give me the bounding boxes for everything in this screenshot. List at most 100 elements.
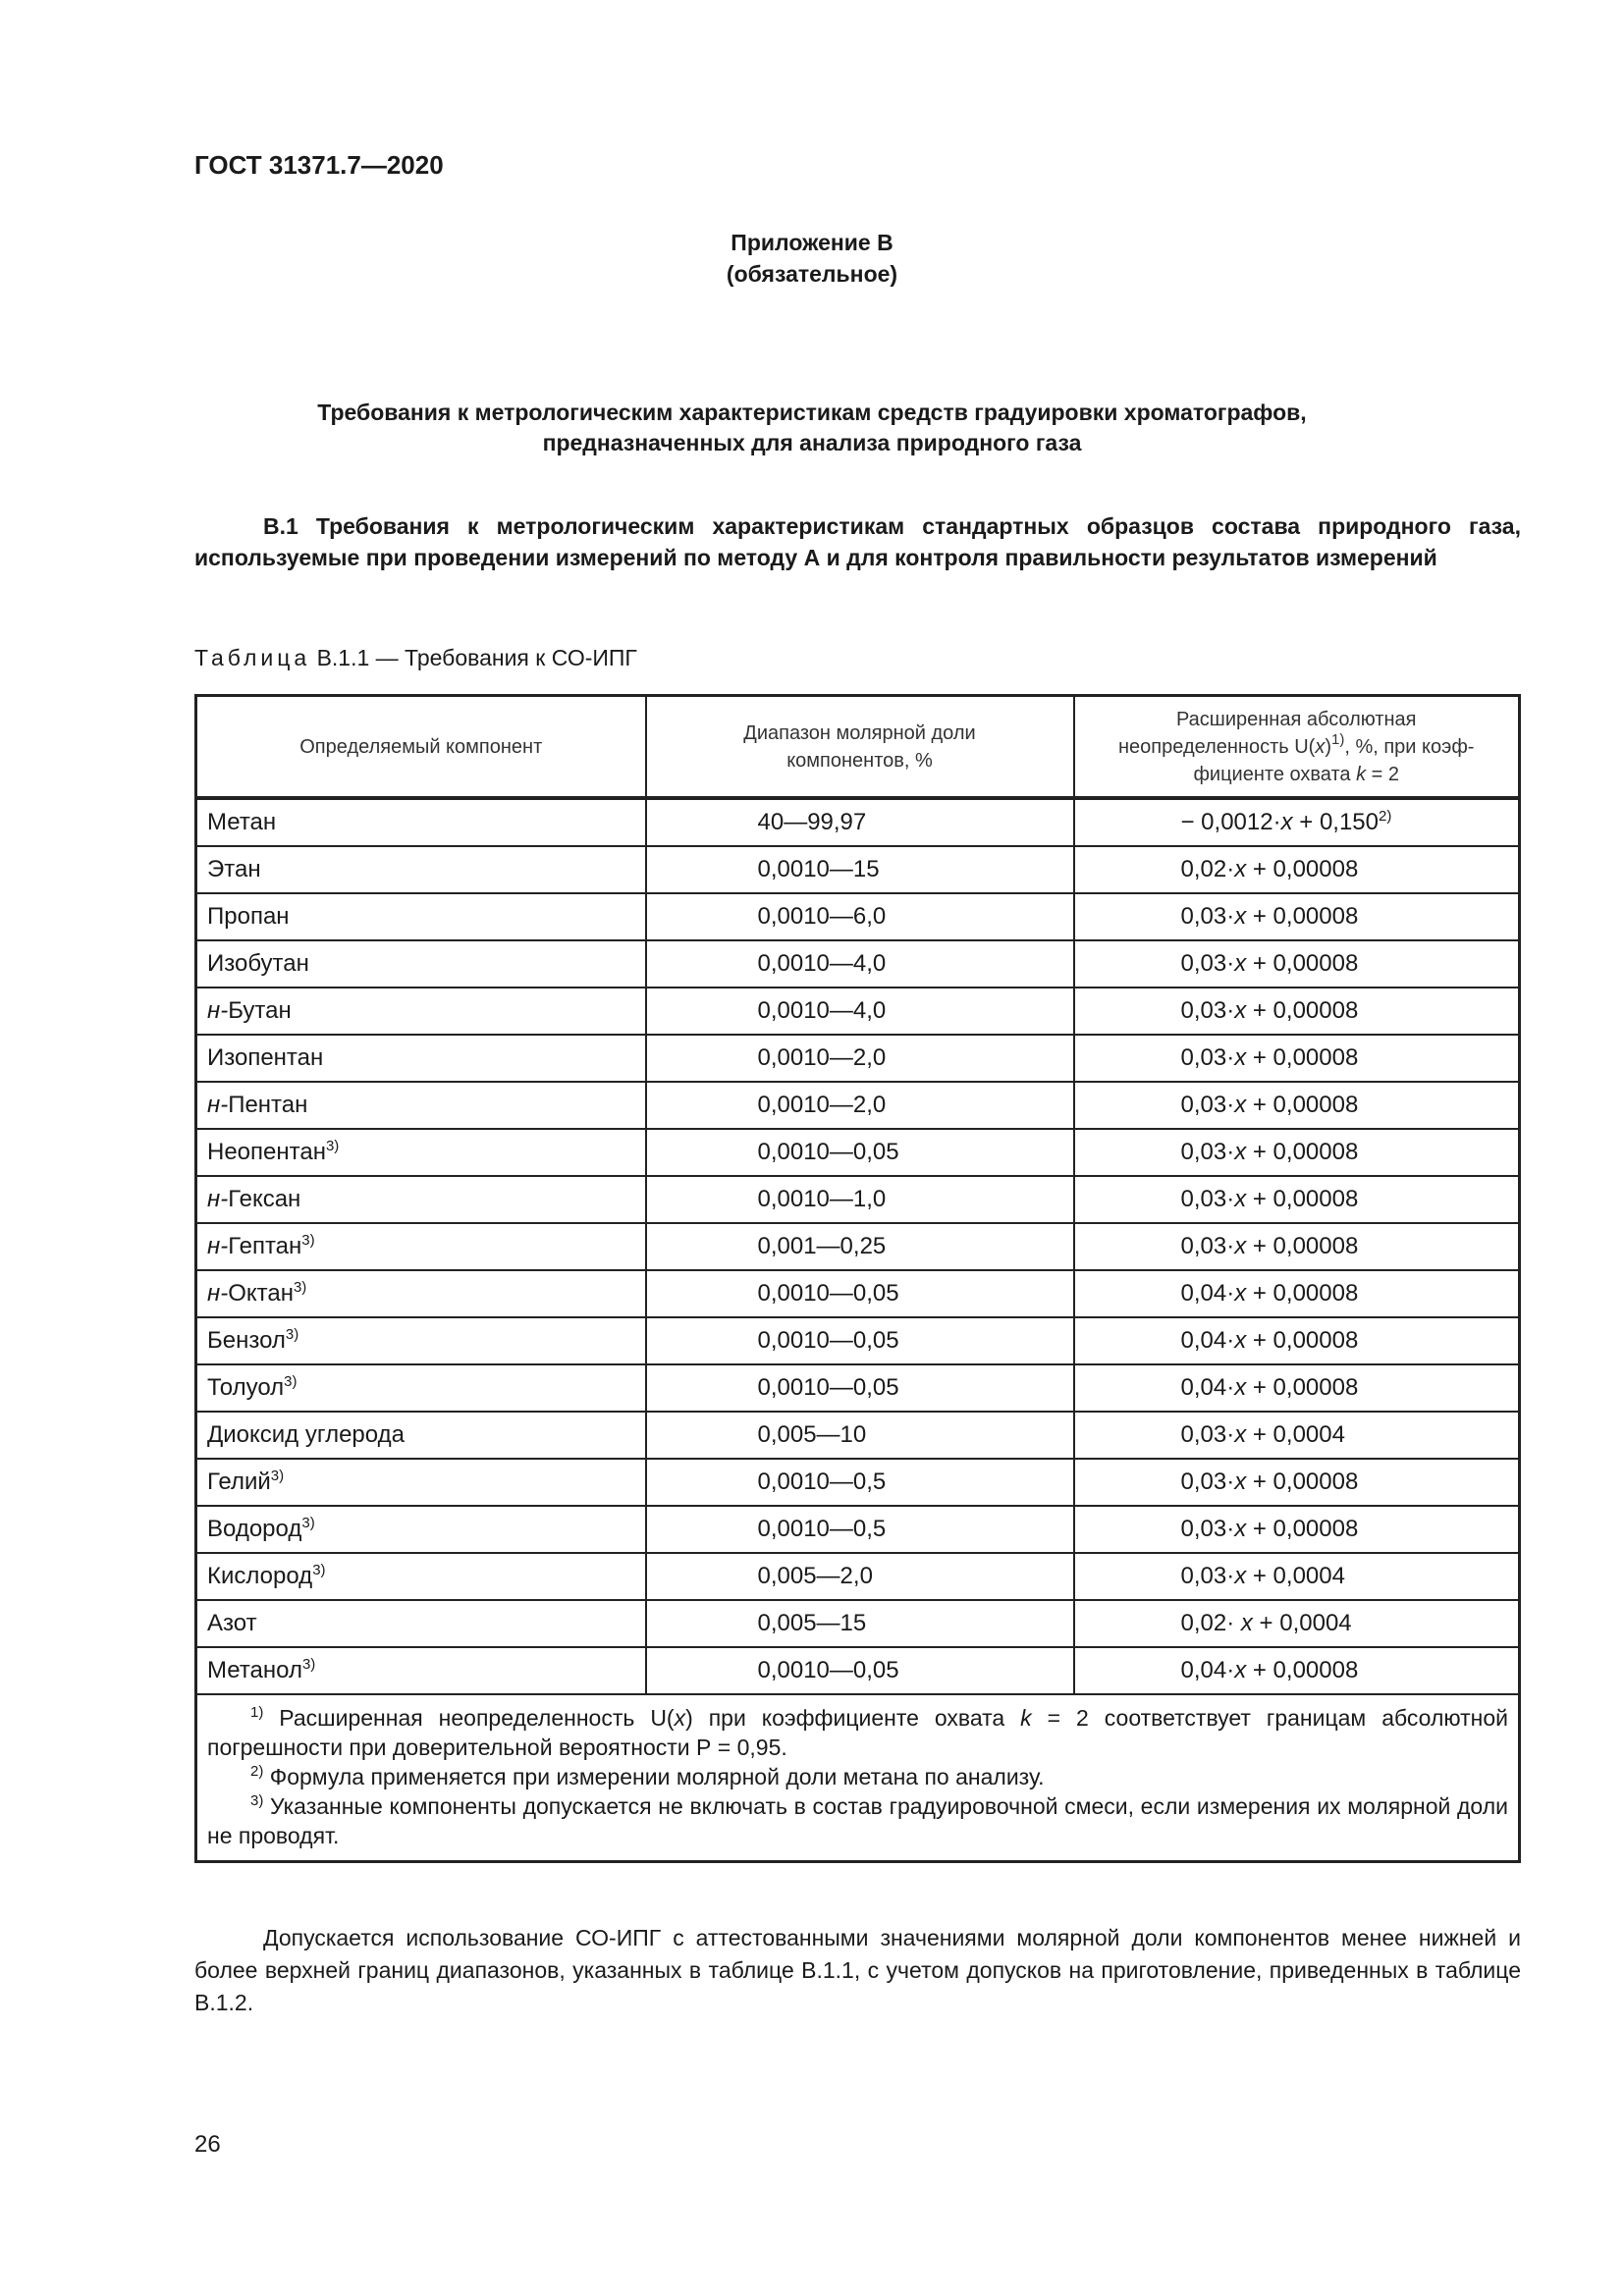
note-text: = 2 соответствует границам абсолютной по… [207, 1705, 1508, 1760]
component-cell: Бензол3) [194, 1316, 647, 1365]
component-name: Водород [207, 1516, 302, 1542]
range-cell: 0,0010—0,5 [644, 1458, 1075, 1507]
uncertainty-cell: 0,03·x + 0,00008 [1072, 1458, 1521, 1507]
component-prefix: н- [207, 1092, 229, 1118]
formula-var: x [1234, 1657, 1247, 1683]
component-prefix: н- [207, 997, 229, 1024]
component-cell: н-Пентан [194, 1081, 647, 1130]
formula-var: x [1234, 1280, 1247, 1307]
formula-coef: 0,03· [1180, 1516, 1235, 1542]
footnote-ref: 1) [1331, 730, 1345, 748]
table-notes: 1) Расширенная неопределенность U(x) при… [194, 1693, 1521, 1863]
table-header-row: Определяемый компонент Диапазон молярной… [194, 694, 1521, 799]
table-caption: Таблица В.1.1 — Требования к СО-ИПГ [194, 645, 637, 671]
formula-var: x [1234, 1563, 1247, 1589]
range-cell: 0,005—2,0 [644, 1552, 1075, 1601]
component-name: Бутан [228, 997, 292, 1024]
component-name: Кислород [207, 1563, 313, 1589]
formula-coef: − 0,0012· [1180, 809, 1281, 835]
formula-var: x [1234, 1139, 1247, 1165]
component-name: Гептан [228, 1233, 302, 1259]
header-range: Диапазон молярной доли компонентов, % [644, 694, 1075, 799]
range-cell: 0,0010—0,05 [644, 1269, 1075, 1318]
component-cell: н-Гексан [194, 1175, 647, 1224]
table-row: Кислород3) 0,005—2,0 0,03·x + 0,0004 [194, 1552, 1521, 1601]
uncertainty-cell: 0,03·x + 0,00008 [1072, 1505, 1521, 1554]
component-name: Пентан [228, 1092, 308, 1118]
formula-rest: + 0,00008 [1246, 1044, 1359, 1071]
uncertainty-cell: − 0,0012·x + 0,1502) [1072, 797, 1521, 847]
formula-var: x [1234, 1092, 1247, 1118]
formula-var: x [1234, 1468, 1247, 1495]
uncertainty-cell: 0,03·x + 0,00008 [1072, 1175, 1521, 1224]
component-cell: Кислород3) [194, 1552, 647, 1601]
formula-rest: + 0,00008 [1246, 1468, 1359, 1495]
range-cell: 0,0010—0,05 [644, 1128, 1075, 1177]
formula-rest: + 0,0004 [1252, 1610, 1352, 1636]
component-cell: н-Гептан3) [194, 1222, 647, 1271]
range-cell: 0,0010—15 [644, 845, 1075, 894]
table-row: Изобутан 0,0010—4,0 0,03·x + 0,00008 [194, 939, 1521, 988]
formula-coef: 0,04· [1180, 1657, 1235, 1683]
table-row: Метан 40—99,97− 0,0012·x + 0,1502) [194, 797, 1521, 847]
component-cell: Диоксид углерода [194, 1411, 647, 1460]
table-row: н-Гептан3) 0,001—0,25 0,03·x + 0,00008 [194, 1222, 1521, 1271]
note-mark: 2) [250, 1763, 264, 1780]
component-name: Диоксид углерода [207, 1421, 405, 1448]
note-2: 2) Формула применяется при измерении мол… [207, 1762, 1508, 1791]
formula-coef: 0,03· [1180, 950, 1235, 977]
formula-coef: 0,03· [1180, 1468, 1235, 1495]
table-row: Диоксид углерода 0,005—10 0,03·x + 0,0004 [194, 1411, 1521, 1460]
footnote-ref: 3) [312, 1562, 326, 1578]
requirements-table: Определяемый компонент Диапазон молярной… [194, 694, 1521, 1863]
note-text: Формула применяется при измерении молярн… [263, 1764, 1045, 1789]
formula-coef: 0,03· [1180, 903, 1235, 930]
component-cell: Метан [194, 797, 647, 847]
component-cell: Пропан [194, 892, 647, 941]
formula-coef: 0,03· [1180, 997, 1235, 1024]
component-cell: Неопентан3) [194, 1128, 647, 1177]
formula-rest: + 0,00008 [1246, 903, 1359, 930]
range-cell: 0,0010—0,5 [644, 1505, 1075, 1554]
uncertainty-cell: 0,03·x + 0,00008 [1072, 1081, 1521, 1130]
formula-rest: + 0,00008 [1246, 1233, 1359, 1259]
component-prefix: н- [207, 1233, 229, 1259]
body-paragraph: Допускается использование СО-ИПГ с аттес… [194, 1925, 1521, 2015]
annex-heading: Требования к метрологическим характерист… [317, 400, 1307, 455]
formula-var: x [1234, 1044, 1247, 1071]
header-text: = 2 [1366, 763, 1400, 785]
component-name: Бензол [207, 1327, 286, 1354]
range-cell: 0,0010—2,0 [644, 1081, 1075, 1130]
header-text: , %, при коэф­фициенте охвата [1193, 735, 1475, 785]
header-text: Расширенная абсолютная неопределенность … [1118, 708, 1417, 758]
range-cell: 0,0010—6,0 [644, 892, 1075, 941]
footnote-ref: 3) [301, 1232, 315, 1249]
table-row: Пропан 0,0010—6,0 0,03·x + 0,00008 [194, 892, 1521, 941]
range-cell: 0,0010—0,05 [644, 1316, 1075, 1365]
table-row: Толуол3) 0,0010—0,05 0,04·x + 0,00008 [194, 1363, 1521, 1413]
formula-coef: 0,03· [1180, 1044, 1235, 1071]
uncertainty-cell: 0,03·x + 0,00008 [1072, 892, 1521, 941]
footnote-ref: 3) [325, 1138, 340, 1154]
formula-coef: 0,03· [1180, 1421, 1235, 1448]
component-prefix: н- [207, 1186, 229, 1212]
uncertainty-cell: 0,03·x + 0,00008 [1072, 939, 1521, 988]
component-name: Октан [228, 1280, 294, 1307]
note-1: 1) Расширенная неопределенность U(x) при… [207, 1703, 1508, 1762]
caption-prefix: Таблица [194, 645, 311, 670]
formula-var: x [1280, 809, 1293, 835]
formula-rest: + 0,00008 [1246, 1327, 1359, 1354]
header-uncertainty: Расширенная абсолютная неопределенность … [1072, 694, 1521, 799]
formula-rest: + 0,00008 [1246, 1657, 1359, 1683]
header-var: x [1315, 735, 1326, 758]
header-component: Определяемый компонент [194, 694, 647, 799]
table-row: Гелий3) 0,0010—0,5 0,03·x + 0,00008 [194, 1458, 1521, 1507]
table-row: н-Октан3) 0,0010—0,05 0,04·x + 0,00008 [194, 1269, 1521, 1318]
note-k: k [1020, 1705, 1032, 1731]
formula-coef: 0,04· [1180, 1327, 1235, 1354]
footnote-ref: 3) [284, 1373, 298, 1390]
component-name: Изопентан [207, 1044, 324, 1071]
uncertainty-cell: 0,03·x + 0,0004 [1072, 1411, 1521, 1460]
component-name: Изобутан [207, 950, 309, 977]
component-name: Пропан [207, 903, 290, 930]
